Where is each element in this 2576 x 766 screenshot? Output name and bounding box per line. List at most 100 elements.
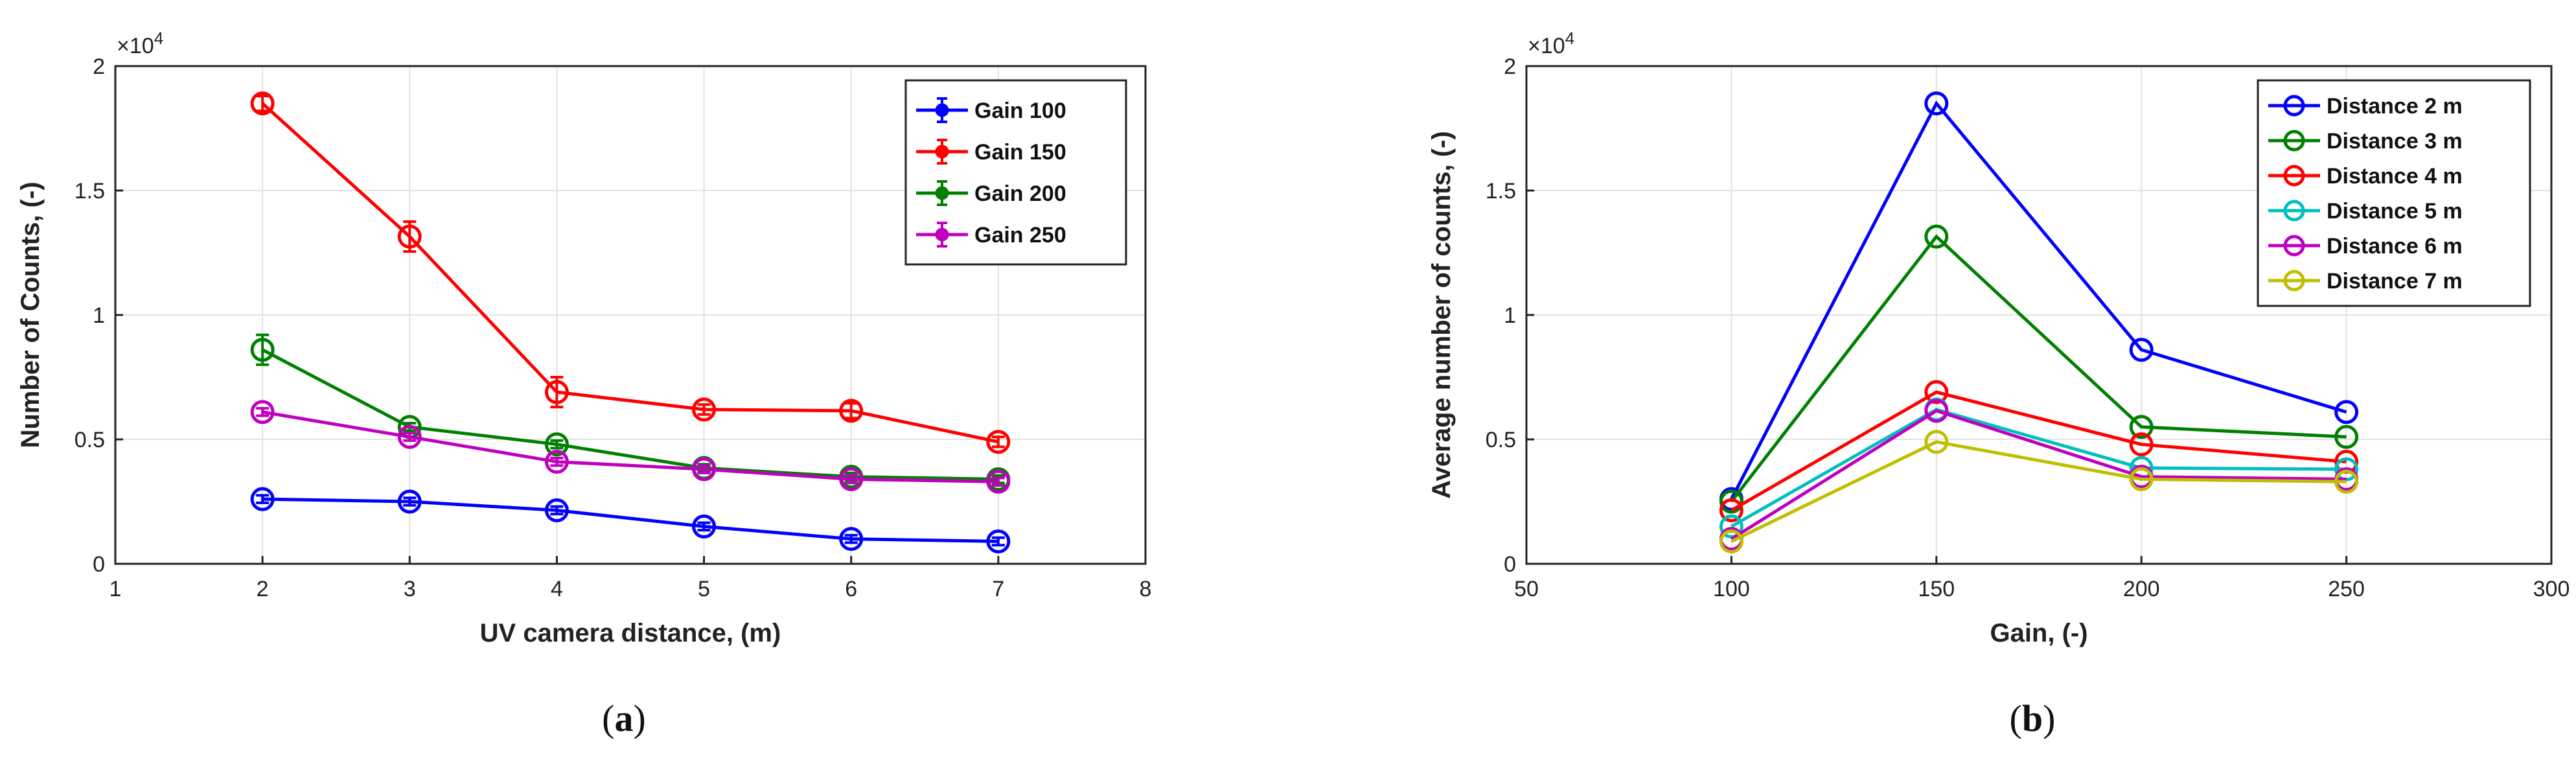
chart-b-legend-box [2257,79,2531,307]
chart-a-x-tick-label: 7 [992,577,1004,601]
chart-a-point-gain-150 [692,397,717,422]
chart-a-x-tick-label: 6 [845,577,857,601]
chart-b-x-tick-label: 50 [1514,577,1539,601]
chart-a-series-line-gain-150 [261,102,999,444]
chart-b-legend-item-distance-3-m: Distance 3 m [2268,129,2463,154]
chart-b-y-tick-label: 0 [1504,552,1516,577]
chart-a-x-tick-label: 1 [109,577,122,601]
chart-b-point-distance-7-m [1719,529,1743,553]
chart-b-series [1719,91,2359,553]
chart-a-series-line-gain-100 [262,497,998,543]
chart-a-x-ticks: 1 2 3 4 5 6 7 8 [109,556,1152,601]
chart-b-legend-item-distance-2-m: Distance 2 m [2268,94,2463,119]
chart-b-point-distance-4-m [1924,380,1949,404]
chart-a-x-tick-label: 3 [404,577,416,601]
chart-b-point-distance-2-m [2334,400,2359,424]
chart-a-point-gain-250 [692,457,717,482]
chart-a-error-bar-gain-250 [550,456,564,467]
chart-b-series-line-distance-2-m [1730,100,2347,500]
chart-a-x-tick-label: 2 [257,577,269,601]
chart-a-y-multiplier: ×104 [117,29,163,58]
chart-b-y-label: Average number of counts, (-) [1427,131,1456,498]
chart-b-point-distance-3-m [1924,224,1949,249]
chart-b-x-tick-label: 200 [2123,577,2160,601]
chart-a-point-gain-250 [839,467,864,491]
chart-b-legend-item-distance-5-m: Distance 5 m [2268,199,2463,224]
chart-b-point-distance-2-m [1924,91,1949,116]
chart-a-y-label: Number of Counts, (-) [16,181,45,448]
chart-b-point-distance-7-m [2129,467,2154,491]
chart-a-error-bar-gain-150 [256,95,270,113]
chart-b-series-line-distance-7-m [1731,440,2347,543]
chart-a-error-bar-gain-250 [844,474,858,485]
chart-a-legend-item-gain-100: Gain 100 [916,97,1066,123]
chart-a-error-bar-gain-250 [403,432,417,442]
chart-a-point-gain-250 [986,469,1011,494]
chart-b-point-distance-4-m [2129,432,2154,457]
chart-a-error-bar-gain-100 [256,494,270,504]
chart-a-error-bar-gain-150 [991,435,1005,448]
chart-b-series-line-distance-5-m [1731,408,2347,528]
chart-a-error-bar-gain-250 [991,476,1005,487]
chart-a-series [250,91,1011,553]
chart-a-x-tick-label: 8 [1140,577,1152,601]
chart-a-legend-item-gain-250: Gain 250 [916,222,1066,248]
chart-a-y-tick-label: 1 [93,303,105,328]
chart-b-point-distance-7-m [2334,469,2359,494]
chart-b-point-distance-5-m [2334,457,2359,482]
chart-b-point-distance-3-m [2129,415,2154,439]
chart-b-point-distance-5-m [1719,514,1743,539]
chart-a-series-line-gain-200 [261,348,998,481]
chart-a-error-bar-gain-250 [256,407,270,417]
chart-b-y-tick-label: 0.5 [1486,428,1516,452]
chart-a-error-bar-gain-100 [844,533,858,544]
chart-a-point-gain-200 [250,338,275,362]
chart-b-legend-label: Distance 7 m [2327,269,2463,294]
chart-b-series-line-distance-4-m [1731,390,2347,512]
chart-a-legend-label: Gain 200 [974,181,1066,206]
chart-a-error-bar-gain-100 [403,496,417,507]
chart-b-legend-item-distance-7-m: Distance 7 m [2268,269,2463,294]
chart-b-legend-label: Distance 5 m [2327,199,2463,224]
chart-a-error-bar-gain-250 [697,464,711,474]
chart-b-x-tick-label: 100 [1713,577,1750,601]
chart-b-point-distance-2-m [2129,338,2154,362]
chart-b-y-multiplier: ×104 [1528,29,1574,58]
chart-a-y-ticks: 0 0.5 1 1.5 2 [75,54,123,577]
chart-a-series-line-gain-250 [262,410,998,483]
chart-b-x-tick-label: 150 [1918,577,1955,601]
chart-a-error-bar-gain-200 [550,439,564,450]
chart-b: 50 100 150 200 250 300 0 0.5 1 1.5 2 ×104 Gain, (… [1427,29,2570,739]
chart-a-point-gain-150 [544,380,569,404]
chart-b-legend: Distance 2 m Distance 3 m Distance 4 m Dist… [2257,79,2531,307]
chart-a-error-bar-gain-150 [697,403,711,416]
chart-b-point-distance-6-m [1924,399,1949,423]
chart-a-point-gain-200 [544,432,569,457]
chart-b-series-line-distance-6-m [1731,409,2347,540]
chart-a-legend: Gain 100 Gain 150 Gain 200 Gain 250 [904,79,1127,266]
chart-b-point-distance-3-m [1719,489,1743,514]
chart-a-y-tick-label: 0.5 [75,428,105,452]
chart-a-point-gain-150 [839,399,864,423]
chart-a: 1 2 3 4 5 6 7 8 0 0.5 1 1.5 2 ×104 UV camera distan… [16,29,1151,739]
chart-b-point-distance-3-m [2334,424,2359,449]
chart-b-legend-item-distance-6-m: Distance 6 m [2268,234,2463,259]
chart-a-point-gain-250 [397,424,422,449]
chart-a-point-gain-100 [397,489,422,514]
chart-a-point-gain-100 [250,487,275,511]
chart-b-legend-label: Distance 2 m [2327,94,2463,119]
chart-b-x-label: Gain, (-) [1990,619,2087,647]
chart-b-legend-label: Distance 4 m [2327,164,2463,189]
chart-a-error-bar-gain-150 [844,402,858,420]
chart-b-caption: (b) [2010,697,2056,739]
chart-a-point-gain-100 [692,514,717,539]
chart-b-point-distance-7-m [1924,430,1949,454]
chart-a-caption: (a) [602,697,646,739]
chart-a-x-label: UV camera distance, (m) [480,619,781,647]
chart-a-point-gain-150 [397,224,422,249]
chart-a-legend-label: Gain 100 [974,99,1066,123]
chart-a-point-gain-150 [986,430,1011,454]
chart-b-y-tick-label: 1 [1504,303,1516,328]
chart-b-series-line-distance-3-m [1730,234,2347,503]
